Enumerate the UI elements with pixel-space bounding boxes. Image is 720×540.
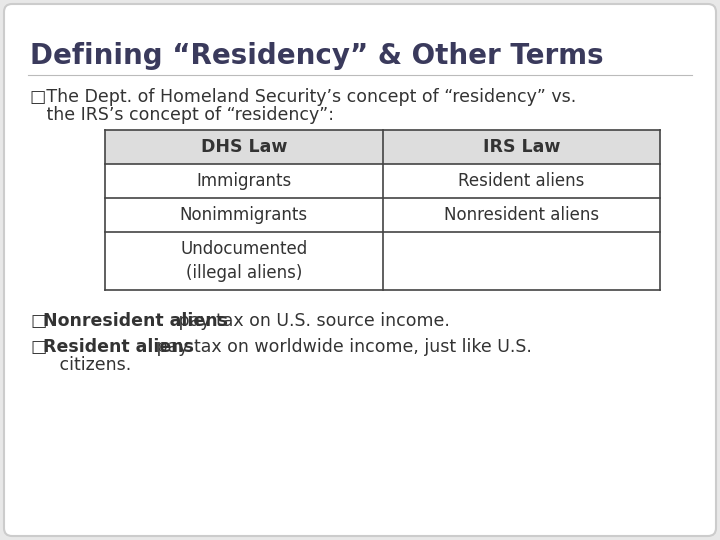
Text: Immigrants: Immigrants — [196, 172, 292, 190]
Bar — [105, 130, 660, 290]
Text: □The Dept. of Homeland Security’s concept of “residency” vs.: □The Dept. of Homeland Security’s concep… — [30, 88, 576, 106]
Text: Resident aliens: Resident aliens — [43, 338, 194, 356]
Text: □: □ — [30, 312, 46, 330]
Text: Resident aliens: Resident aliens — [458, 172, 585, 190]
FancyBboxPatch shape — [4, 4, 716, 536]
Text: Nonimmigrants: Nonimmigrants — [180, 206, 308, 224]
Text: Undocumented
(illegal aliens): Undocumented (illegal aliens) — [180, 240, 307, 282]
Text: pay tax on worldwide income, just like U.S.: pay tax on worldwide income, just like U… — [151, 338, 532, 356]
Text: the IRS’s concept of “residency”:: the IRS’s concept of “residency”: — [30, 106, 334, 124]
Text: □: □ — [30, 338, 46, 356]
Text: IRS Law: IRS Law — [482, 138, 560, 156]
Bar — [105, 130, 660, 164]
Text: citizens.: citizens. — [43, 356, 131, 374]
Text: Nonresident aliens: Nonresident aliens — [43, 312, 228, 330]
Text: Defining “Residency” & Other Terms: Defining “Residency” & Other Terms — [30, 42, 603, 70]
Text: pay tax on U.S. source income.: pay tax on U.S. source income. — [173, 312, 449, 330]
Text: DHS Law: DHS Law — [201, 138, 287, 156]
Text: Nonresident aliens: Nonresident aliens — [444, 206, 599, 224]
